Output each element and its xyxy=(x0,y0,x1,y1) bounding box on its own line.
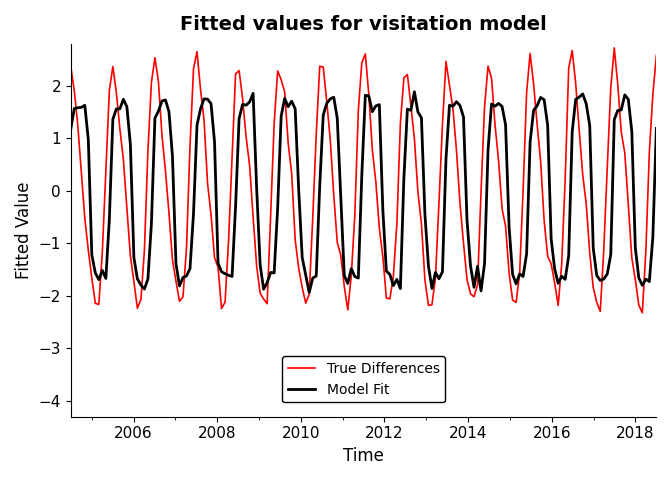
Model Fit xyxy=(540,97,548,103)
True Differences xyxy=(235,68,243,73)
Line: True Differences: True Differences xyxy=(71,48,657,313)
True Differences xyxy=(610,45,618,51)
Model Fit xyxy=(172,261,180,266)
Model Fit xyxy=(305,289,313,295)
Model Fit xyxy=(653,126,661,132)
Y-axis label: Fitted Value: Fitted Value xyxy=(15,181,33,279)
Model Fit xyxy=(403,106,411,112)
True Differences xyxy=(411,136,419,142)
X-axis label: Time: Time xyxy=(343,447,384,465)
Model Fit xyxy=(235,116,243,121)
True Differences xyxy=(533,121,541,127)
Line: Model Fit: Model Fit xyxy=(71,92,657,292)
Title: Fitted values for visitation model: Fitted values for visitation model xyxy=(180,15,547,34)
True Differences xyxy=(172,278,180,284)
True Differences xyxy=(400,75,408,81)
Model Fit xyxy=(417,115,425,120)
Model Fit xyxy=(267,270,275,276)
True Differences xyxy=(67,64,75,70)
True Differences xyxy=(267,213,275,218)
Model Fit xyxy=(67,126,75,132)
True Differences xyxy=(638,310,646,316)
Legend: True Differences, Model Fit: True Differences, Model Fit xyxy=(282,356,445,402)
True Differences xyxy=(653,53,661,59)
Model Fit xyxy=(411,89,419,95)
